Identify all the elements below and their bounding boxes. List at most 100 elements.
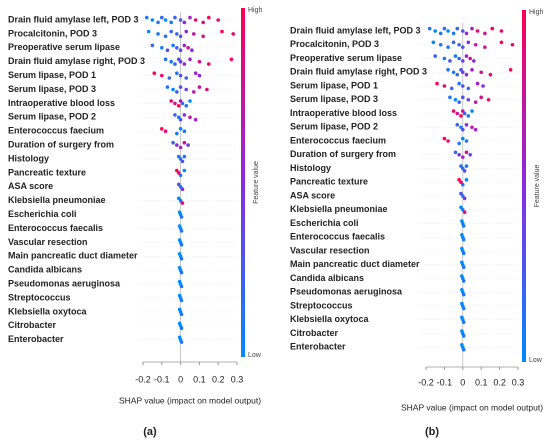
shap-point — [451, 31, 456, 36]
shap-point — [475, 81, 480, 86]
shap-point — [175, 143, 179, 147]
feature-label: Duration of surgery from — [290, 149, 396, 159]
shap-point — [175, 32, 179, 36]
feature-label: Vascular resection — [290, 245, 370, 255]
shap-point — [171, 43, 175, 48]
shap-point — [446, 68, 450, 72]
feature-label: Escherichia coli — [290, 218, 359, 228]
shap-point — [461, 265, 466, 269]
shap-point — [191, 32, 196, 36]
shap-point — [461, 347, 466, 352]
feature-label: Klebsiella oxytoca — [290, 314, 370, 324]
feature-label: Preoperative serum lipase — [8, 42, 120, 52]
shap-point — [449, 86, 454, 91]
shap-point — [184, 76, 189, 80]
shap-point — [457, 81, 461, 86]
shap-point — [461, 84, 465, 88]
shap-point — [179, 256, 184, 261]
shap-point — [466, 86, 471, 91]
shap-point — [179, 340, 184, 344]
shap-point — [171, 140, 175, 145]
shap-point — [464, 72, 469, 77]
shap-point — [180, 187, 185, 191]
shap-point — [184, 87, 189, 92]
feature-label: Enterococcus faecalis — [8, 223, 103, 233]
shap-point — [461, 279, 466, 283]
shap-point — [163, 57, 168, 62]
shap-point — [184, 104, 189, 108]
shap-point — [470, 125, 474, 130]
x-axis-label: SHAP value (impact on model output) — [401, 402, 543, 412]
shap-point — [446, 139, 450, 143]
shap-point — [180, 201, 185, 205]
feature-label: Citrobacter — [290, 328, 339, 338]
feature-label: Histology — [290, 163, 331, 173]
shap-point — [461, 306, 466, 311]
x-tick-label: -0.1 — [154, 374, 170, 384]
feature-label: Drain fluid amylase left, POD 3 — [290, 25, 421, 35]
shap-point — [150, 43, 155, 48]
x-tick-label: 0.3 — [512, 377, 525, 387]
shap-point — [462, 210, 467, 214]
shap-point — [169, 29, 173, 34]
shap-point — [182, 43, 187, 48]
feature-label: Serum lipase, POD 3 — [290, 94, 378, 104]
shap-point — [182, 62, 187, 66]
shap-point — [455, 26, 460, 31]
shap-point — [173, 101, 177, 106]
shap-point — [156, 32, 160, 36]
shap-point — [178, 34, 183, 39]
shap-point — [178, 73, 183, 78]
feature-label: Drain fluid amylase right, POD 3 — [290, 67, 427, 77]
feature-label: Enterococcus faecium — [8, 126, 104, 136]
colorbar-low: Low — [248, 352, 262, 359]
shap-point — [462, 169, 467, 173]
shap-point — [179, 284, 184, 289]
shap-point — [461, 224, 466, 228]
shap-point — [431, 40, 436, 45]
feature-label: Pancreatic texture — [8, 167, 86, 177]
feature-label: Serum lipase, POD 3 — [8, 84, 96, 94]
shap-point — [163, 18, 168, 22]
shap-point — [188, 57, 192, 62]
shap-point — [461, 45, 465, 49]
shap-point — [197, 85, 202, 89]
feature-label: Main pancreatic duct diameter — [8, 251, 138, 261]
shap-point — [220, 29, 224, 34]
shap-point — [466, 114, 471, 118]
shap-point — [455, 123, 460, 127]
shap-point — [466, 97, 471, 102]
shap-point — [190, 48, 194, 52]
shap-point — [464, 123, 469, 127]
feature-label: Preoperative serum lipase — [290, 53, 402, 63]
shap-point — [462, 111, 467, 116]
shap-point — [461, 292, 466, 297]
shap-point — [207, 15, 211, 20]
feature-label: Intraoperative blood loss — [290, 108, 397, 118]
shap-point — [464, 150, 469, 155]
caption: (a) — [143, 426, 157, 438]
shap-point — [191, 90, 196, 94]
feature-label: Vascular resection — [8, 237, 88, 247]
shap-point — [182, 113, 187, 117]
shap-point — [457, 152, 461, 157]
shap-point — [462, 196, 467, 201]
shap-point — [461, 95, 465, 100]
colorbar-label: Feature value — [253, 161, 260, 204]
shap-point — [433, 29, 438, 33]
shap-point — [464, 164, 469, 168]
shap-point — [178, 173, 183, 178]
x-tick-label: 0.3 — [231, 374, 244, 384]
feature-label: Serum lipase, POD 1 — [8, 70, 96, 80]
feature-label: Serum lipase, POD 1 — [290, 80, 378, 90]
shap-point — [473, 127, 478, 132]
shap-point — [483, 45, 487, 49]
shap-point — [475, 29, 480, 33]
shap-point — [175, 71, 179, 75]
shap-point — [479, 95, 484, 100]
shap-point — [178, 18, 183, 22]
colorbar — [241, 8, 245, 357]
shap-point — [457, 56, 461, 61]
shap-point — [179, 326, 184, 331]
